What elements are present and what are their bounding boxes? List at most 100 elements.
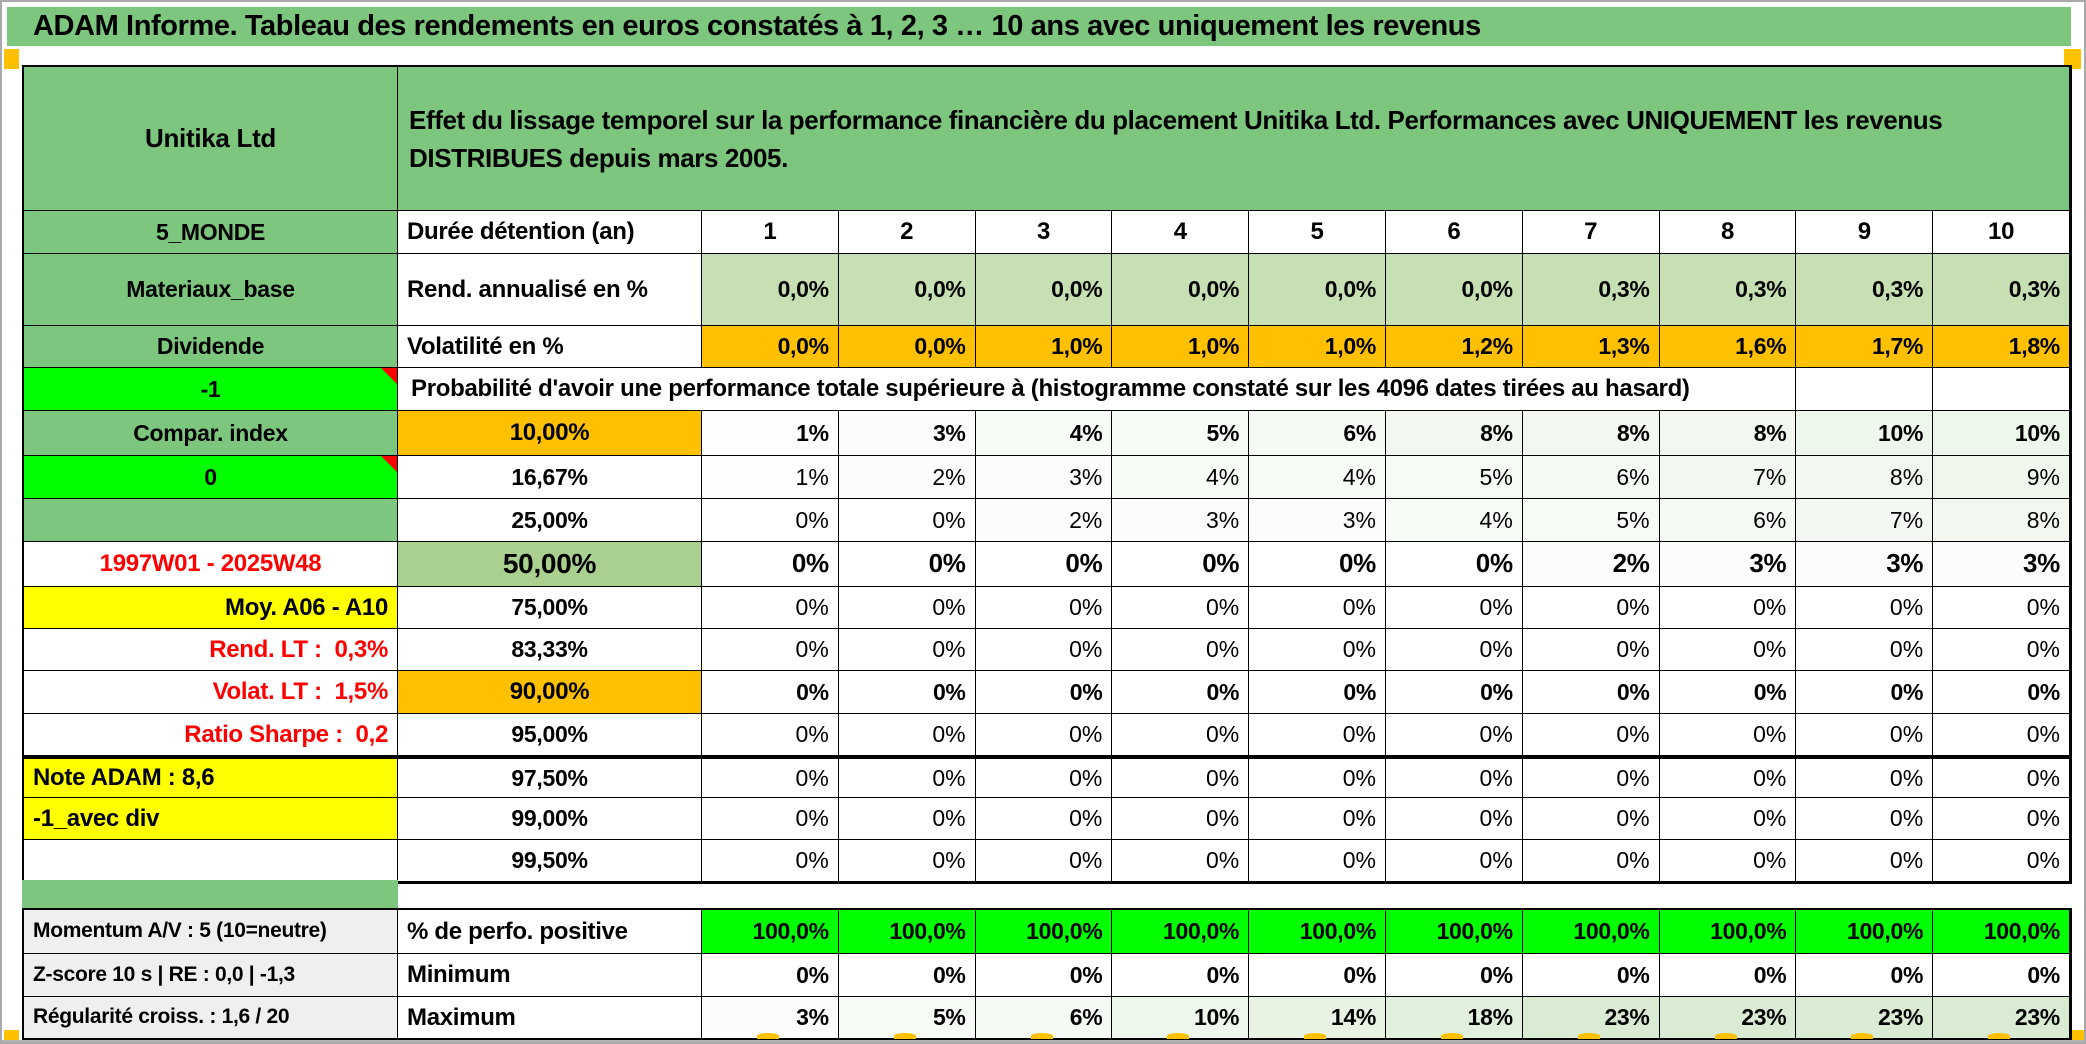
value-cell[interactable]: 10%: [1112, 997, 1250, 1039]
value-cell[interactable]: 3%: [838, 411, 976, 456]
value-cell[interactable]: 5%: [1112, 411, 1250, 456]
value-cell[interactable]: 3%: [975, 456, 1113, 499]
year-header-cell[interactable]: 4: [1112, 211, 1250, 254]
value-cell[interactable]: 4%: [1249, 456, 1386, 499]
value-cell[interactable]: 0%: [975, 629, 1113, 671]
year-header-cell[interactable]: 5: [1249, 211, 1386, 254]
value-cell[interactable]: 0%: [702, 798, 839, 840]
threshold-cell[interactable]: 16,67%: [398, 456, 702, 499]
value-cell[interactable]: 0%: [1249, 798, 1386, 840]
value-cell[interactable]: 8%: [1796, 456, 1934, 499]
value-cell[interactable]: 0%: [702, 542, 839, 587]
row-label-cell[interactable]: Materiaux_base: [24, 254, 398, 326]
value-cell[interactable]: 23%: [1796, 997, 1934, 1039]
value-cell[interactable]: 0%: [1933, 798, 2070, 840]
value-cell[interactable]: 0%: [1385, 798, 1523, 840]
value-cell[interactable]: 0,0%: [838, 326, 976, 368]
value-cell[interactable]: 1,0%: [1112, 326, 1250, 368]
value-cell[interactable]: 1,2%: [1385, 326, 1523, 368]
value-cell[interactable]: 0%: [1522, 714, 1660, 756]
value-cell[interactable]: 5%: [1385, 456, 1523, 499]
year-header-cell[interactable]: 8: [1659, 211, 1797, 254]
value-cell[interactable]: 3%: [1249, 499, 1386, 542]
value-cell[interactable]: 0%: [1796, 714, 1934, 756]
value-cell[interactable]: 0%: [1385, 629, 1523, 671]
value-cell[interactable]: 0%: [1659, 587, 1797, 629]
value-cell[interactable]: 0%: [1112, 840, 1250, 882]
value-cell[interactable]: 0%: [975, 798, 1113, 840]
row-label-cell[interactable]: 1997W01 - 2025W48: [24, 542, 398, 587]
empty-cell[interactable]: [1796, 368, 1934, 411]
value-cell[interactable]: 0%: [838, 798, 976, 840]
value-cell[interactable]: 2%: [1522, 542, 1660, 587]
value-cell[interactable]: 0,3%: [1796, 254, 1934, 326]
value-cell[interactable]: 0%: [1659, 714, 1797, 756]
value-cell[interactable]: 0%: [838, 542, 976, 587]
value-cell[interactable]: 10%: [1933, 411, 2070, 456]
value-cell[interactable]: 1%: [702, 456, 839, 499]
value-cell[interactable]: 3%: [1796, 542, 1934, 587]
value-cell[interactable]: 0%: [1522, 954, 1660, 997]
value-cell[interactable]: 100,0%: [1659, 910, 1797, 954]
value-cell[interactable]: 0%: [1385, 840, 1523, 882]
value-cell[interactable]: 18%: [1385, 997, 1523, 1039]
value-cell[interactable]: 0,0%: [975, 254, 1113, 326]
year-header-cell[interactable]: 6: [1385, 211, 1523, 254]
value-cell[interactable]: 0%: [838, 954, 976, 997]
value-cell[interactable]: 4%: [975, 411, 1113, 456]
value-cell[interactable]: 1%: [702, 411, 839, 456]
value-cell[interactable]: 0%: [975, 542, 1113, 587]
value-cell[interactable]: 4%: [1112, 456, 1250, 499]
stat-label-cell[interactable]: Rend. annualisé en %: [398, 254, 702, 326]
value-cell[interactable]: 0%: [702, 671, 839, 714]
value-cell[interactable]: 0%: [1249, 629, 1386, 671]
value-cell[interactable]: 0%: [1522, 840, 1660, 882]
row-label-cell[interactable]: Dividende: [24, 326, 398, 368]
value-cell[interactable]: 0%: [702, 954, 839, 997]
value-cell[interactable]: 0%: [1385, 954, 1523, 997]
value-cell[interactable]: 0%: [1385, 671, 1523, 714]
value-cell[interactable]: 3%: [1659, 542, 1797, 587]
value-cell[interactable]: 2%: [838, 456, 976, 499]
value-cell[interactable]: 14%: [1249, 997, 1386, 1039]
value-cell[interactable]: 0%: [1796, 671, 1934, 714]
value-cell[interactable]: 0%: [1112, 542, 1250, 587]
value-cell[interactable]: 0%: [838, 587, 976, 629]
value-cell[interactable]: 2%: [975, 499, 1113, 542]
value-cell[interactable]: 0%: [1796, 798, 1934, 840]
summary-label-cell[interactable]: Maximum: [398, 997, 702, 1039]
value-cell[interactable]: 100,0%: [838, 910, 976, 954]
value-cell[interactable]: 0%: [1796, 840, 1934, 882]
value-cell[interactable]: 0%: [702, 714, 839, 756]
summary-label-cell[interactable]: % de perfo. positive: [398, 910, 702, 954]
value-cell[interactable]: 0%: [1659, 629, 1797, 671]
value-cell[interactable]: 1,8%: [1933, 326, 2070, 368]
value-cell[interactable]: 0%: [975, 954, 1113, 997]
value-cell[interactable]: 0,0%: [1249, 254, 1386, 326]
value-cell[interactable]: 9%: [1933, 456, 2070, 499]
value-cell[interactable]: 5%: [838, 997, 976, 1039]
value-cell[interactable]: 0%: [975, 671, 1113, 714]
row-label-cell[interactable]: Moy. A06 - A10: [24, 587, 398, 629]
value-cell[interactable]: 1,7%: [1796, 326, 1934, 368]
value-cell[interactable]: 0%: [975, 587, 1113, 629]
value-cell[interactable]: 0%: [838, 671, 976, 714]
value-cell[interactable]: 0%: [1249, 587, 1386, 629]
value-cell[interactable]: 0%: [838, 499, 976, 542]
value-cell[interactable]: 1,3%: [1522, 326, 1660, 368]
value-cell[interactable]: 0%: [1112, 756, 1250, 798]
row-label-cell[interactable]: Note ADAM : 8,6: [24, 756, 398, 798]
value-cell[interactable]: 8%: [1385, 411, 1523, 456]
value-cell[interactable]: 0%: [1659, 756, 1797, 798]
metric-label-cell[interactable]: Momentum A/V : 5 (10=neutre): [24, 910, 398, 954]
threshold-cell[interactable]: 99,00%: [398, 798, 702, 840]
value-cell[interactable]: 0%: [1385, 714, 1523, 756]
value-cell[interactable]: 100,0%: [1385, 910, 1523, 954]
year-header-cell[interactable]: 3: [975, 211, 1113, 254]
row-label-cell[interactable]: 5_MONDE: [24, 211, 398, 254]
value-cell[interactable]: 0%: [975, 840, 1113, 882]
value-cell[interactable]: 0%: [1933, 954, 2070, 997]
value-cell[interactable]: 0%: [1933, 629, 2070, 671]
value-cell[interactable]: 0,0%: [1385, 254, 1523, 326]
value-cell[interactable]: 0%: [1522, 671, 1660, 714]
